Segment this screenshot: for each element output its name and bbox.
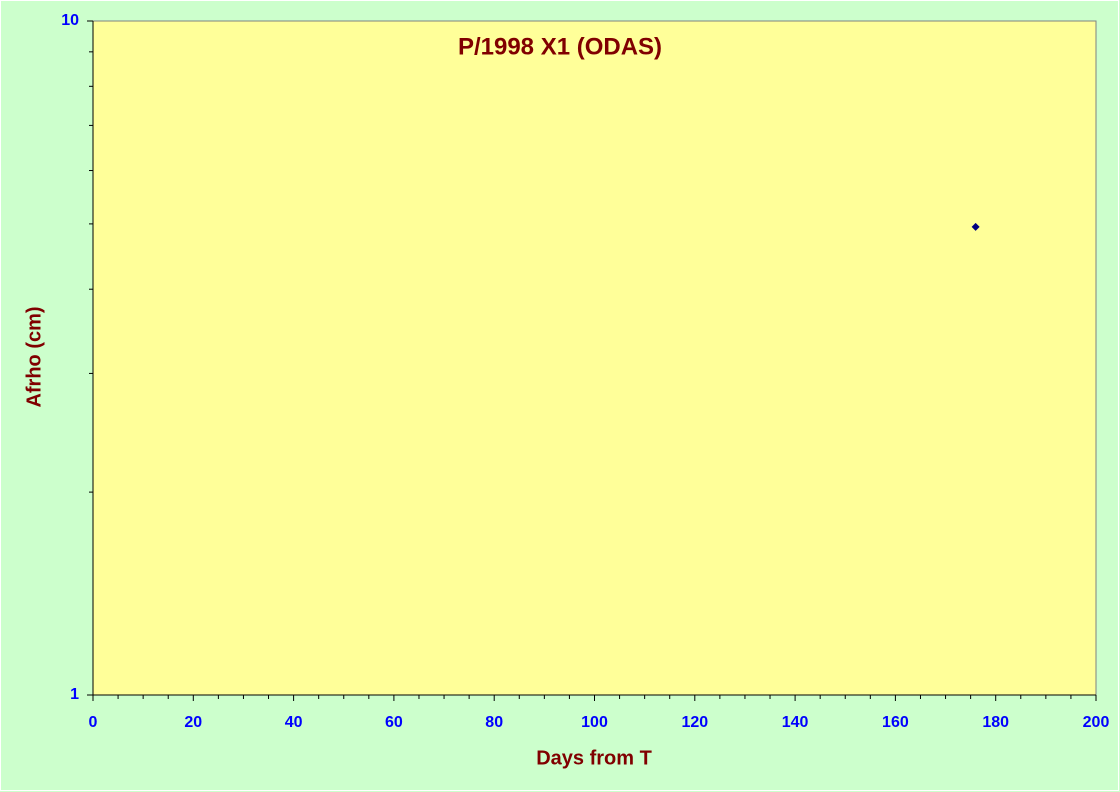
x-tick-label: 80	[485, 714, 503, 731]
x-tick-label: 120	[681, 714, 708, 731]
data-point	[971, 222, 980, 231]
x-tick-label: 60	[385, 714, 403, 731]
x-tick-label: 160	[882, 714, 909, 731]
y-tick-label: 10	[61, 12, 79, 29]
x-tick-label: 180	[982, 714, 1009, 731]
x-axis-title: Days from T	[536, 747, 652, 769]
plot-area	[92, 20, 1097, 696]
y-tick-label: 1	[70, 686, 79, 703]
x-tick-label: 100	[581, 714, 608, 731]
x-tick-label: 20	[184, 714, 202, 731]
x-tick-label: 0	[89, 714, 98, 731]
chart-title: P/1998 X1 (ODAS)	[458, 33, 662, 60]
x-tick-label: 140	[782, 714, 809, 731]
x-tick-label: 200	[1083, 714, 1110, 731]
y-axis-title: Afrho (cm)	[23, 306, 45, 407]
x-tick-label: 40	[285, 714, 303, 731]
